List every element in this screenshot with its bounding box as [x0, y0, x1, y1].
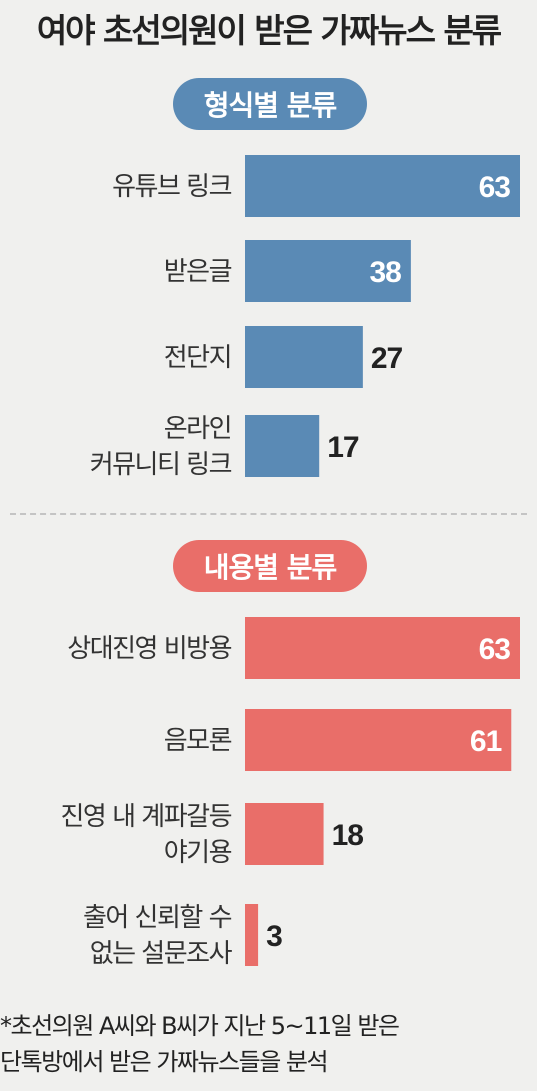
category-label-content-1: 음모론 [164, 726, 232, 756]
bar-content-3 [245, 904, 259, 966]
bar-content-2 [245, 803, 324, 865]
category-label-format-1: 받은글 [164, 257, 232, 287]
bar-content-0 [245, 617, 520, 679]
footnote-line-1: *초선의원 A씨와 B씨가 지난 5~11일 받은 [0, 1012, 400, 1040]
section-title-format: 형식별 분류 [173, 78, 367, 130]
value-label-format-3: 17 [327, 431, 359, 464]
footnote: *초선의원 A씨와 B씨가 지난 5~11일 받은 단톡방에서 받은 가짜뉴스들… [0, 1008, 537, 1080]
value-label-format-1: 38 [369, 256, 401, 289]
bar-chart: 63 유튜브 링크 38 받은글 27 전단지 17 온라인 커뮤니티 링크 63 상대진영 비방용… [61, 155, 520, 969]
value-label-content-2: 18 [332, 819, 364, 852]
bar-format-1 [245, 240, 411, 302]
value-label-content-1: 61 [470, 725, 502, 758]
value-label-format-2: 27 [371, 342, 403, 375]
value-label-content-3: 3 [266, 920, 282, 953]
bar-format-2 [245, 326, 363, 388]
category-label-format-0: 유튜브 링크 [112, 172, 231, 202]
section-divider [10, 513, 527, 515]
category-label-format-3: 온라인 커뮤니티 링크 [90, 414, 232, 480]
category-label-content-2: 진영 내 계파갈등 야기용 [61, 802, 232, 868]
bar-format-0 [245, 155, 520, 217]
category-label-content-3: 출어 신뢰할 수 없는 설문조사 [83, 903, 233, 969]
section-title-content-label: 내용별 분류 [203, 551, 338, 584]
bar-content-1 [245, 709, 512, 771]
category-label-format-2: 전단지 [164, 343, 231, 373]
section-title-content: 내용별 분류 [173, 540, 367, 592]
value-label-content-0: 63 [479, 633, 511, 666]
chart-title: 여야 초선의원이 받은 가짜뉴스 분류 [36, 11, 502, 50]
bar-format-3 [245, 415, 320, 477]
footnote-line-2: 단톡방에서 받은 가짜뉴스들을 분석 [0, 1048, 329, 1076]
value-label-format-0: 63 [479, 171, 511, 204]
category-label-content-0: 상대진영 비방용 [67, 634, 231, 664]
section-title-format-label: 형식별 분류 [203, 89, 338, 122]
